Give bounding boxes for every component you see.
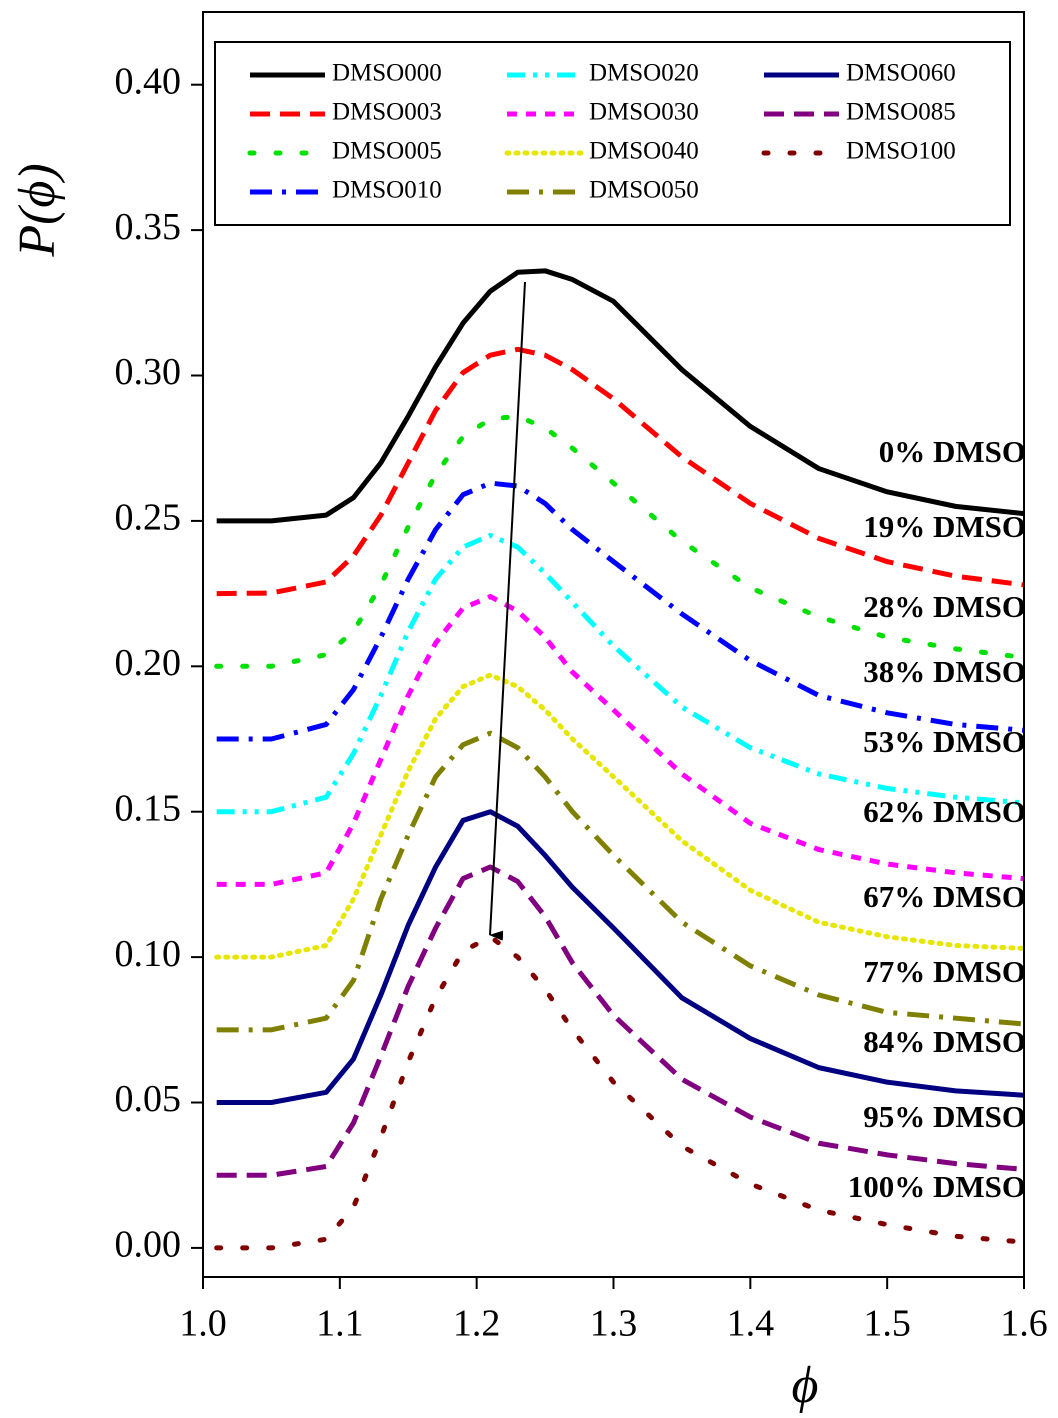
legend-label: DMSO040 [589,138,699,165]
series-line [216,864,1025,1178]
x-tick-label: 1.3 [590,1303,638,1345]
legend-label: DMSO100 [846,138,956,165]
x-tick-label: 1.4 [727,1303,775,1345]
legend-label: DMSO050 [589,177,699,204]
y-axis-label: P(ϕ) [9,163,66,257]
series-line [216,594,1025,887]
series-line [216,268,1025,524]
y-tick-label: 0.15 [115,787,182,829]
y-tick-label: 0.40 [115,60,182,102]
y-tick-label: 0.30 [115,351,182,393]
y-tick-label: 0.25 [115,497,182,539]
legend-label: DMSO005 [332,138,442,165]
series-annotation: 19% DMSO [863,509,1026,544]
series-annotation: 53% DMSO [863,724,1026,759]
series-annotation: 95% DMSO [863,1099,1026,1134]
series-annotation: 62% DMSO [863,794,1026,829]
series-line [216,346,1025,597]
series-line [216,532,1025,815]
series-annotation: 28% DMSO [863,589,1026,624]
x-tick-label: 1.0 [179,1303,227,1345]
legend-label: DMSO003 [332,99,442,126]
legend-label: DMSO085 [846,99,956,126]
legend-label: DMSO010 [332,177,442,204]
series-line [214,934,1027,1251]
series-annotation: 67% DMSO [863,879,1026,914]
plot-lines [214,268,1027,1251]
series-line [216,730,1025,1033]
x-tick-label: 1.1 [316,1303,364,1345]
legend-label: DMSO020 [589,60,699,87]
legend-label: DMSO060 [846,60,956,87]
series-line [216,480,1025,742]
y-tick-label: 0.35 [115,206,182,248]
y-tick-label: 0.05 [115,1078,182,1120]
legend-label: DMSO030 [589,99,699,126]
series-annotation: 100% DMSO [848,1169,1026,1204]
x-tick-label: 1.2 [453,1303,501,1345]
series-line [214,672,1027,960]
series-line [216,809,1025,1106]
series-annotation: 84% DMSO [863,1024,1026,1059]
x-tick-label: 1.6 [1000,1303,1048,1345]
y-tick-label: 0.00 [115,1224,182,1266]
legend-box [214,41,1011,226]
y-tick-label: 0.20 [115,642,182,684]
legend-label: DMSO000 [332,60,442,87]
x-axis-label: ϕ [792,1357,819,1414]
series-annotation: 0% DMSO [879,434,1026,469]
series-annotation: 38% DMSO [863,654,1026,689]
x-tick-label: 1.5 [863,1303,911,1345]
y-tick-label: 0.10 [115,933,182,975]
trend-arrow [489,281,526,941]
series-annotation: 77% DMSO [863,954,1026,989]
